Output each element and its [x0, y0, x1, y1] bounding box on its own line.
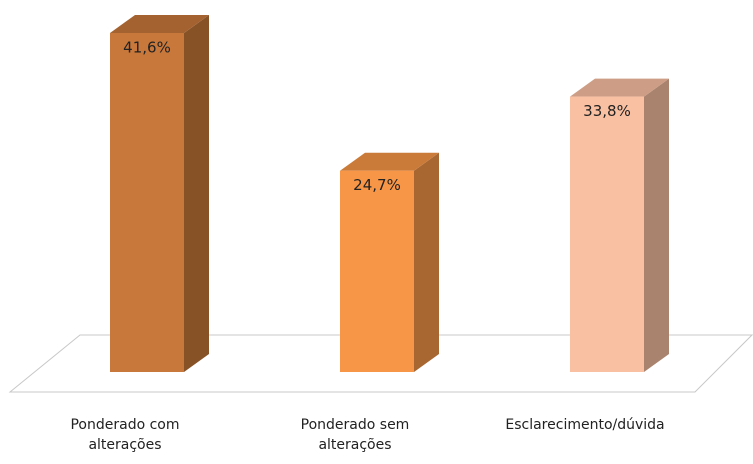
- x-tick-label: Ponderado sem alterações: [300, 417, 410, 453]
- bar-side: [644, 78, 669, 372]
- x-tick-label: Esclarecimento/dúvida: [505, 417, 665, 433]
- bar: [570, 96, 644, 372]
- bar: [110, 33, 184, 372]
- value-label: 33,8%: [583, 102, 631, 120]
- bar-side: [184, 15, 209, 372]
- bar-side: [414, 152, 439, 372]
- value-label: 24,7%: [353, 176, 401, 194]
- bar-top: [340, 152, 439, 171]
- bar-top: [570, 78, 669, 97]
- bar-top: [110, 15, 209, 33]
- floor: [8, 334, 753, 393]
- x-tick-label: Ponderado com alterações: [70, 417, 180, 453]
- bar: [340, 170, 414, 372]
- value-label: 41,6%: [123, 39, 171, 57]
